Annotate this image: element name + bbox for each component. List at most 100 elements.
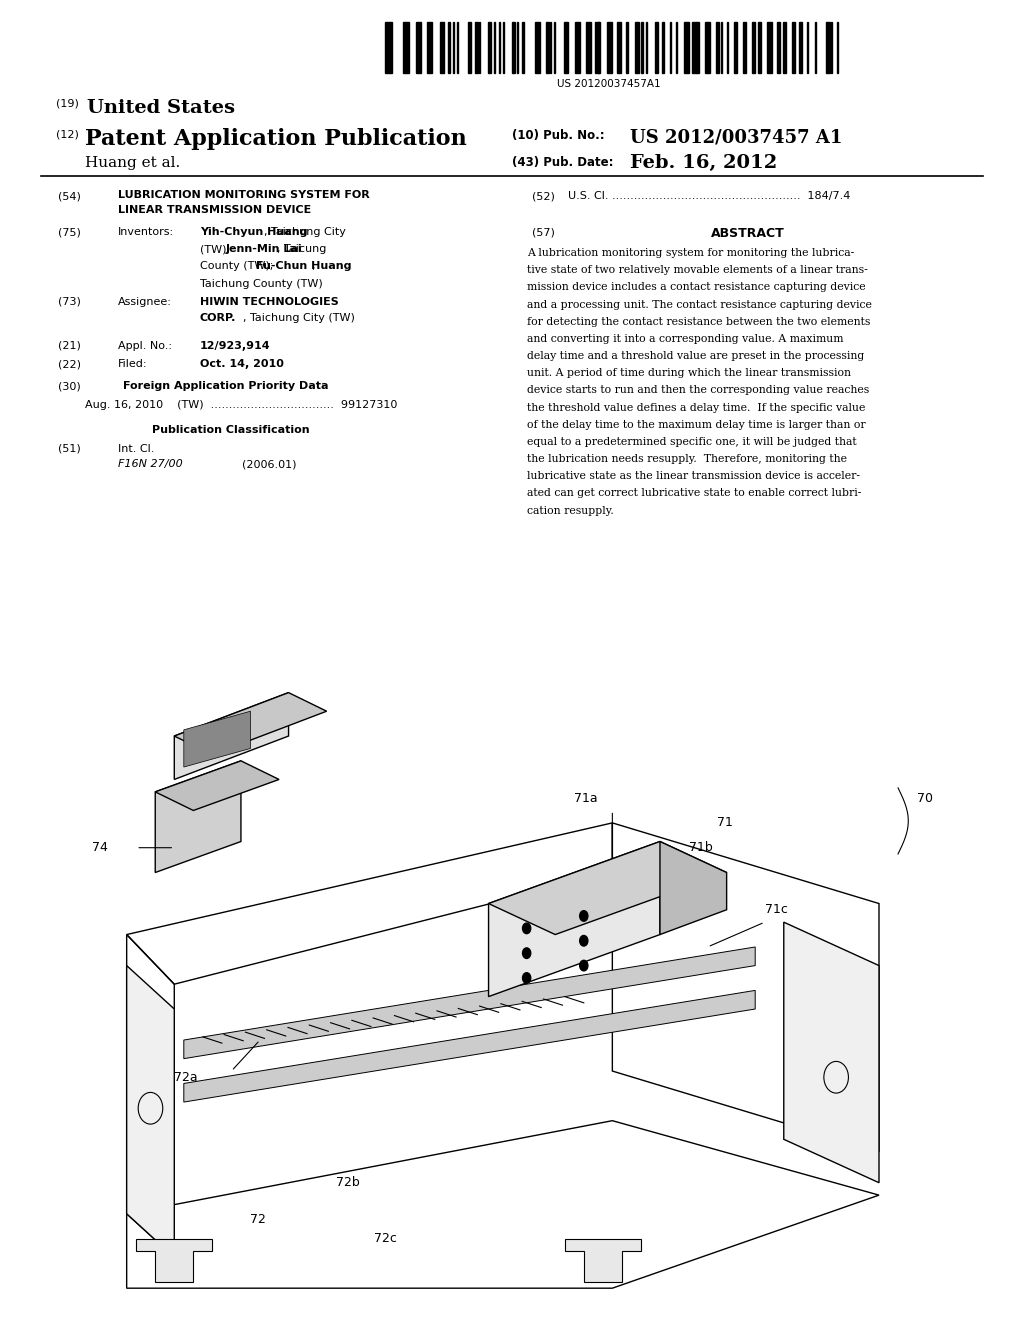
Text: CORP.: CORP. (200, 313, 237, 323)
Text: (57): (57) (532, 227, 555, 238)
Polygon shape (156, 760, 241, 873)
Text: for detecting the contact resistance between the two elements: for detecting the contact resistance bet… (527, 317, 870, 327)
Bar (598, 22, 599, 73)
Bar (499, 22, 501, 73)
Bar (385, 22, 389, 73)
Bar (815, 22, 816, 73)
Text: 70: 70 (918, 792, 933, 805)
Text: 72a: 72a (174, 1071, 198, 1084)
Bar (494, 22, 496, 73)
Bar (663, 22, 665, 73)
Bar (742, 22, 745, 73)
Text: County (TW);: County (TW); (200, 261, 276, 272)
Bar (390, 22, 392, 73)
Polygon shape (783, 923, 879, 1183)
Text: 71b: 71b (688, 841, 713, 854)
Bar (512, 22, 515, 73)
Bar (641, 22, 642, 73)
Bar (721, 22, 722, 73)
Circle shape (580, 911, 588, 921)
Text: (52): (52) (532, 191, 555, 202)
Text: LINEAR TRANSMISSION DEVICE: LINEAR TRANSMISSION DEVICE (118, 205, 311, 215)
Text: the lubrication needs resupply.  Therefore, monitoring the: the lubrication needs resupply. Therefor… (527, 454, 848, 465)
Bar (776, 22, 779, 73)
Bar (626, 22, 628, 73)
Bar (767, 22, 772, 73)
Text: delay time and a threshold value are preset in the processing: delay time and a threshold value are pre… (527, 351, 864, 362)
Bar (697, 22, 699, 73)
Bar (564, 22, 567, 73)
Bar (706, 22, 710, 73)
Bar (427, 22, 432, 73)
Text: Feb. 16, 2012: Feb. 16, 2012 (630, 154, 777, 173)
Text: Inventors:: Inventors: (118, 227, 174, 238)
Polygon shape (184, 990, 756, 1102)
Bar (503, 22, 505, 73)
Bar (522, 22, 524, 73)
Bar (468, 22, 471, 73)
Text: device starts to run and then the corresponding value reaches: device starts to run and then the corres… (527, 385, 869, 396)
Bar (733, 22, 736, 73)
Text: 71: 71 (717, 816, 733, 829)
Text: tive state of two relatively movable elements of a linear trans-: tive state of two relatively movable ele… (527, 265, 868, 276)
Text: Patent Application Publication: Patent Application Publication (85, 128, 467, 150)
Bar (676, 22, 677, 73)
Bar (616, 22, 621, 73)
Bar (716, 22, 719, 73)
Polygon shape (127, 966, 174, 1257)
Text: of the delay time to the maximum delay time is larger than or: of the delay time to the maximum delay t… (527, 420, 866, 430)
Text: US 20120037457A1: US 20120037457A1 (557, 79, 662, 90)
Text: (73): (73) (58, 297, 81, 308)
Bar (826, 22, 830, 73)
Text: A lubrication monitoring system for monitoring the lubrica-: A lubrication monitoring system for moni… (527, 248, 855, 259)
Text: 12/923,914: 12/923,914 (200, 341, 270, 351)
Bar (536, 22, 540, 73)
Text: (75): (75) (58, 227, 81, 238)
Text: Assignee:: Assignee: (118, 297, 172, 308)
Bar (453, 22, 455, 73)
Text: 72c: 72c (374, 1232, 397, 1245)
Text: Taichung County (TW): Taichung County (TW) (200, 279, 323, 289)
Text: ABSTRACT: ABSTRACT (711, 227, 784, 240)
Polygon shape (488, 842, 727, 935)
Bar (655, 22, 658, 73)
Bar (449, 22, 450, 73)
Text: (TW);: (TW); (200, 244, 233, 255)
Text: 71c: 71c (765, 903, 787, 916)
Text: 72b: 72b (336, 1176, 359, 1189)
Text: F16N 27/00: F16N 27/00 (118, 459, 182, 470)
Bar (759, 22, 762, 73)
Bar (402, 22, 407, 73)
Bar (457, 22, 458, 73)
Bar (517, 22, 518, 73)
Text: equal to a predetermined specific one, it will be judged that: equal to a predetermined specific one, i… (527, 437, 857, 447)
Text: Huang et al.: Huang et al. (85, 156, 180, 170)
Bar (478, 22, 480, 73)
Bar (546, 22, 549, 73)
Bar (646, 22, 647, 73)
Text: mission device includes a contact resistance capturing device: mission device includes a contact resist… (527, 282, 866, 293)
Bar (487, 22, 490, 73)
Text: HIWIN TECHNOLOGIES: HIWIN TECHNOLOGIES (200, 297, 338, 308)
Text: (51): (51) (58, 444, 81, 454)
Bar (837, 22, 839, 73)
Bar (575, 22, 580, 73)
Text: Oct. 14, 2010: Oct. 14, 2010 (200, 359, 284, 370)
Text: ated can get correct lubricative state to enable correct lubri-: ated can get correct lubricative state t… (527, 488, 862, 499)
Text: United States: United States (87, 99, 236, 117)
Text: (30): (30) (58, 381, 81, 392)
Text: Fu-Chun Huang: Fu-Chun Huang (256, 261, 351, 272)
Bar (684, 22, 688, 73)
Bar (408, 22, 409, 73)
Text: LUBRICATION MONITORING SYSTEM FOR: LUBRICATION MONITORING SYSTEM FOR (118, 190, 370, 201)
Polygon shape (488, 842, 659, 997)
Polygon shape (174, 693, 327, 755)
Bar (635, 22, 639, 73)
Text: U.S. Cl. ....................................................  184/7.4: U.S. Cl. ...............................… (568, 191, 851, 202)
Circle shape (522, 948, 530, 958)
Text: US 2012/0037457 A1: US 2012/0037457 A1 (630, 128, 842, 147)
Text: (12): (12) (56, 129, 79, 140)
Text: Publication Classification: Publication Classification (152, 425, 309, 436)
Bar (554, 22, 555, 73)
Text: the threshold value defines a delay time.  If the specific value: the threshold value defines a delay time… (527, 403, 865, 413)
